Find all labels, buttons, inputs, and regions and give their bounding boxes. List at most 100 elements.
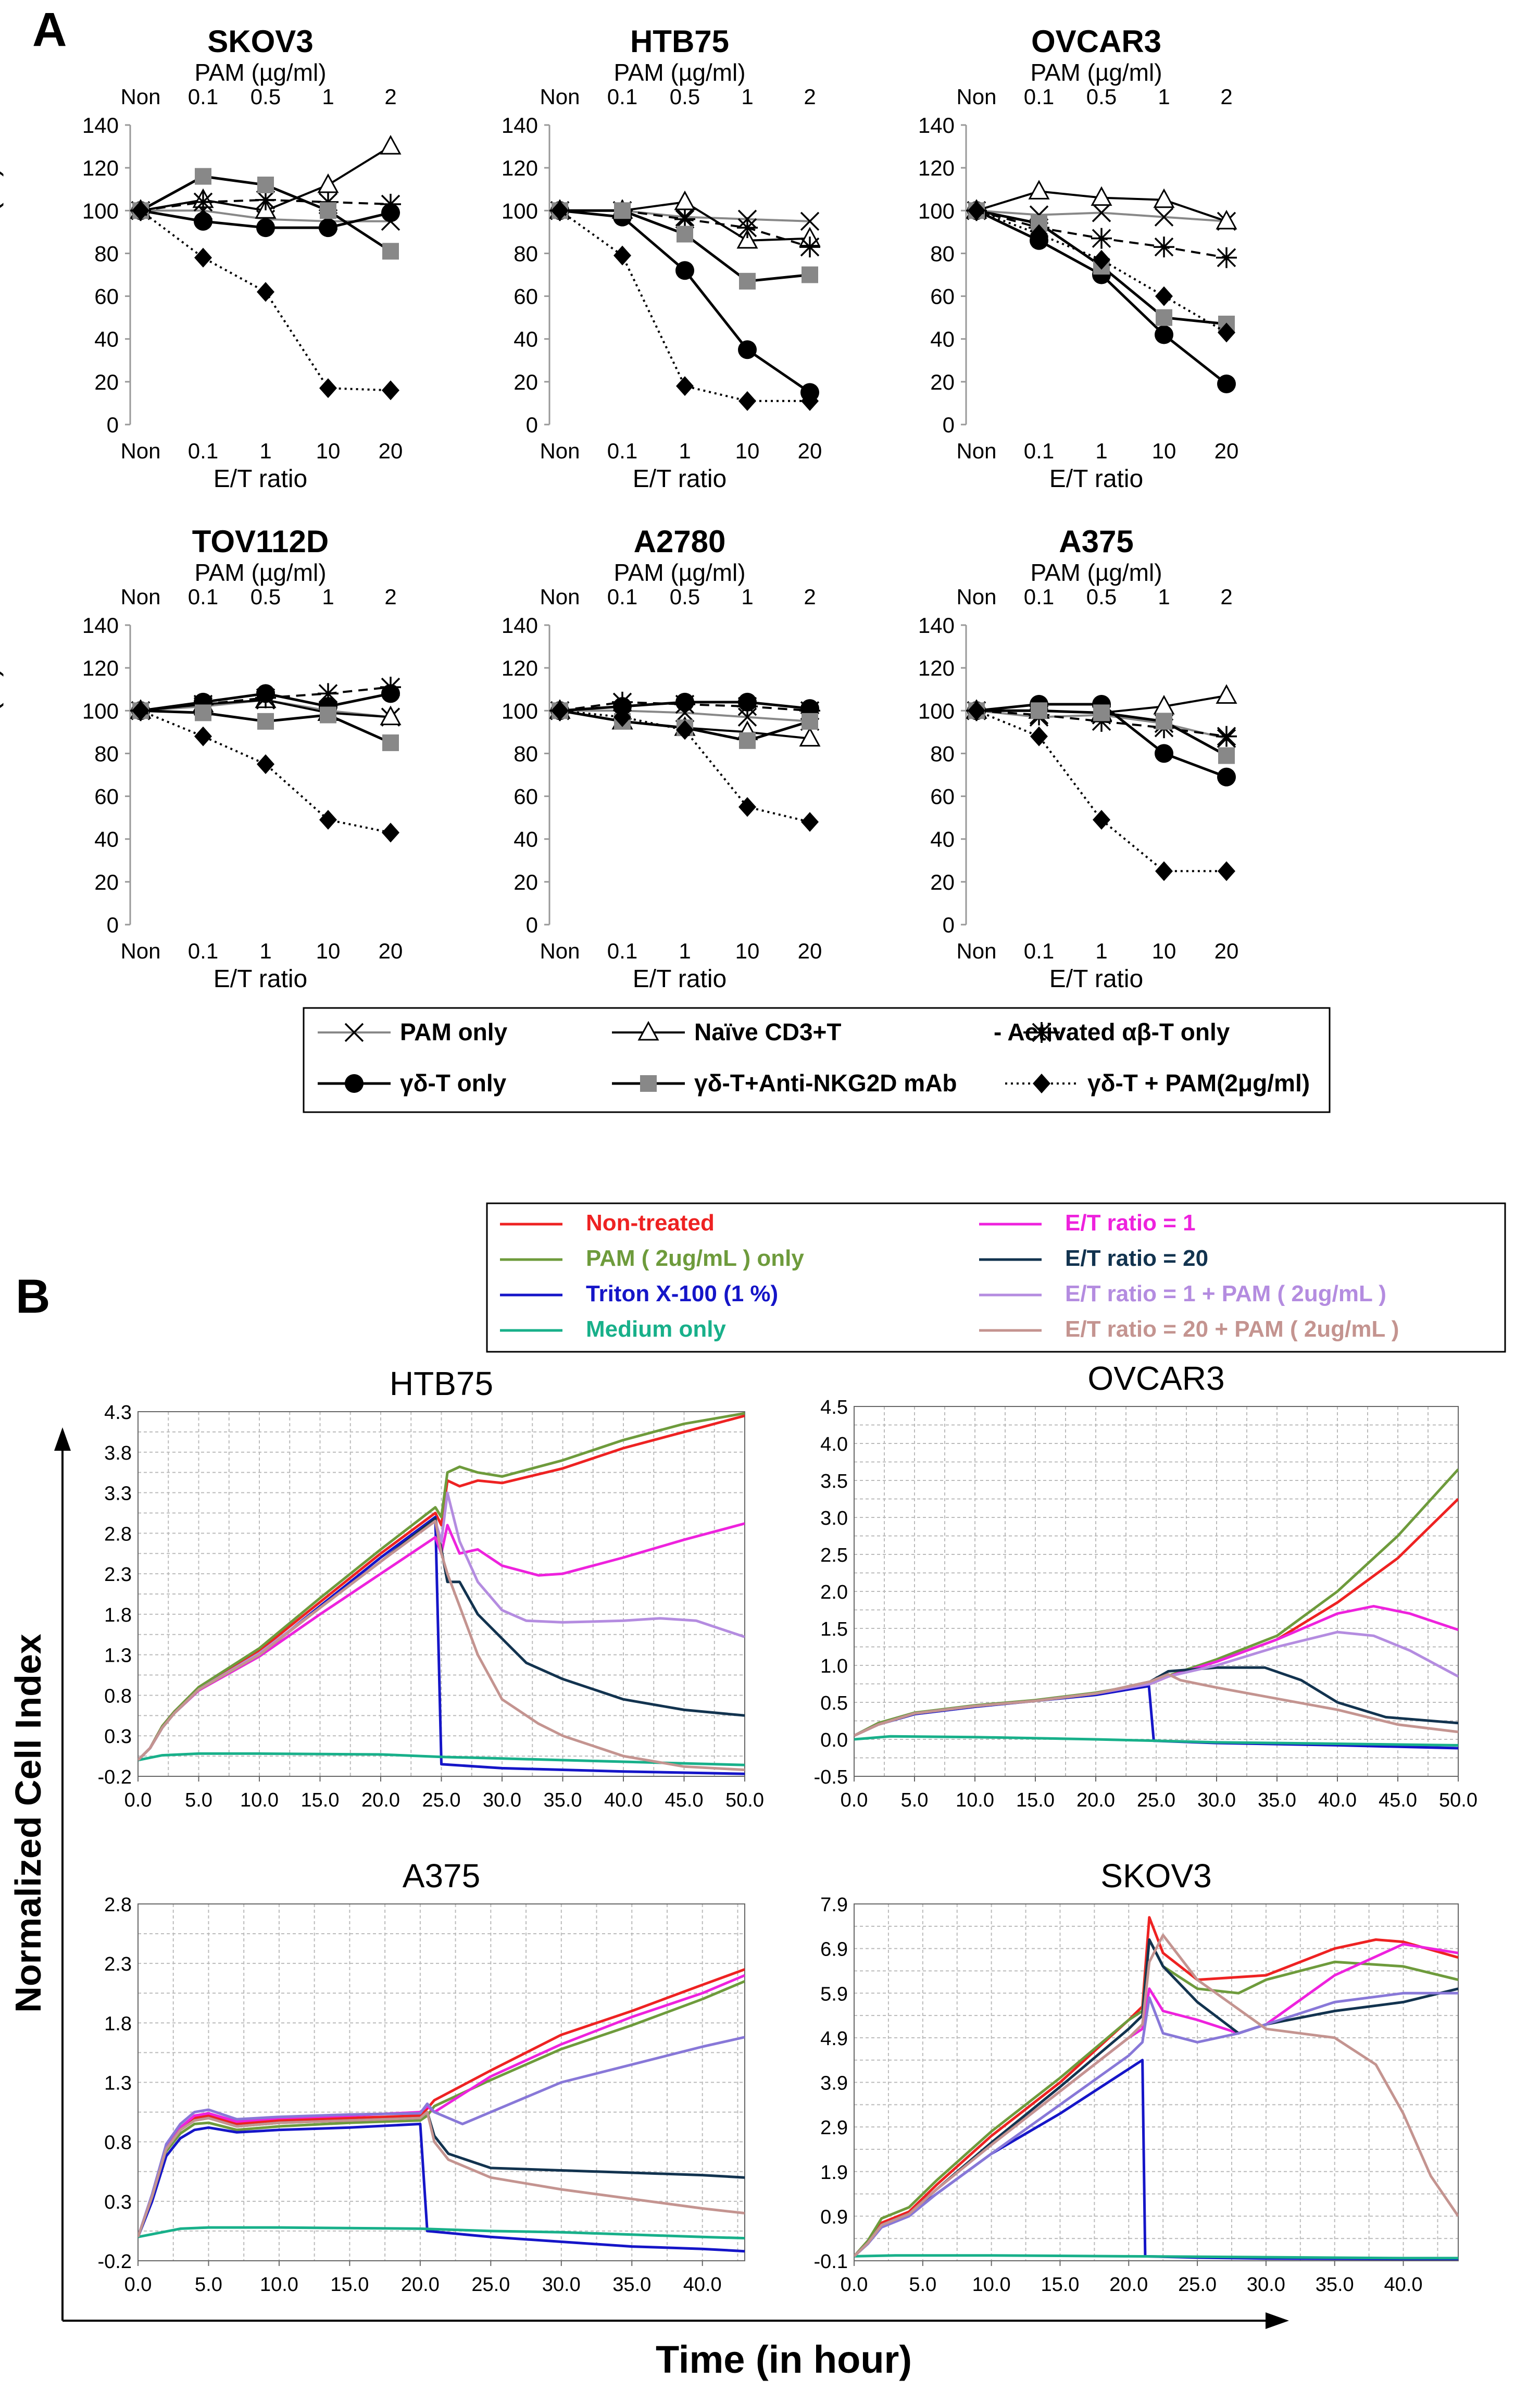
plot-frame <box>137 1903 745 2261</box>
y-tick-label: 140 <box>82 613 119 638</box>
x-tick-label: 0.0 <box>841 1789 868 1811</box>
chart-title: SKOV3 <box>1100 1857 1211 1895</box>
chart-title: SKOV3 <box>207 24 313 59</box>
y-tick-label: 6.9 <box>820 1939 848 1961</box>
data-point <box>319 218 337 238</box>
y-tick-label: 2.9 <box>820 2117 848 2139</box>
x-tick-label: 15.0 <box>330 2274 369 2296</box>
data-point <box>1093 704 1110 721</box>
y-tick-label: 2.3 <box>104 1953 132 1975</box>
y-tick-label: 4.3 <box>104 1402 132 1424</box>
series-group <box>138 1968 745 2253</box>
data-point <box>800 211 820 231</box>
x-tick-label: Non <box>540 939 580 963</box>
data-point <box>1030 224 1048 244</box>
data-point <box>614 202 631 219</box>
top-tick-label: 1 <box>741 584 753 609</box>
legend-a-item: Naïve CD3+T <box>612 1018 842 1045</box>
y-tick-label: 0.8 <box>104 1685 132 1707</box>
y-tick-label: 120 <box>82 656 119 680</box>
top-tick-label: 0.5 <box>1086 584 1117 609</box>
data-point <box>382 734 399 751</box>
data-point <box>257 177 274 193</box>
x-axis-label: E/T ratio <box>1049 465 1144 493</box>
legend-label: Naïve CD3+T <box>694 1018 842 1045</box>
legend-a-item: γδ-T+Anti-NKG2D mAb <box>612 1069 957 1097</box>
data-point <box>551 201 569 221</box>
y-tick-label: 140 <box>502 613 538 638</box>
panel-label-b: B <box>16 1270 50 1323</box>
series-line <box>976 209 1228 334</box>
x-tick-label: 20.0 <box>401 2274 440 2296</box>
y-tick-label: 60 <box>930 284 955 309</box>
data-point <box>319 810 337 830</box>
x-tick-label: 20 <box>1215 439 1239 463</box>
data-point <box>802 266 818 283</box>
y-tick-label: 60 <box>930 784 955 809</box>
y-tick-label: 1.0 <box>820 1655 848 1677</box>
series-line <box>854 1991 1458 2258</box>
legend-b-item: E/T ratio = 1 + PAM ( 2ug/mL ) <box>979 1281 1386 1306</box>
x-tick-label: 10 <box>1152 939 1176 963</box>
data-point <box>968 201 985 221</box>
chart-title: HTB75 <box>630 24 729 59</box>
legend-a-item: PAM only <box>318 1018 508 1045</box>
data-point <box>676 376 694 396</box>
top-tick-label: Non <box>956 584 996 609</box>
legend-b-item: PAM ( 2ug/mL ) only <box>500 1246 804 1271</box>
y-tick-label: 0.9 <box>820 2206 848 2228</box>
data-point <box>256 218 275 238</box>
y-tick-label: 1.9 <box>820 2162 848 2184</box>
y-tick-label: 2.8 <box>104 1894 132 1916</box>
series-line <box>854 1673 1458 1737</box>
top-axis-label: PAM (µg/ml) <box>1030 59 1162 86</box>
y-tick-label: 140 <box>918 113 955 138</box>
x-tick-label: 10.0 <box>972 2274 1011 2296</box>
y-tick-label: 80 <box>514 241 538 266</box>
top-tick-label: 0.1 <box>1024 84 1054 109</box>
data-point <box>1030 726 1048 746</box>
y-tick-label: 4.0 <box>820 1434 848 1455</box>
legend-label: Non-treated <box>586 1210 715 1236</box>
data-point <box>320 706 336 724</box>
data-point <box>1155 325 1173 344</box>
x-tick-label: 10.0 <box>956 1789 994 1811</box>
data-point <box>676 720 694 740</box>
x-tick-label: 45.0 <box>665 1789 704 1811</box>
legend-label: PAM ( 2ug/mL ) only <box>586 1246 804 1271</box>
y-tick-label: 20 <box>930 870 955 894</box>
data-point <box>195 704 211 721</box>
data-point <box>1028 180 1050 200</box>
x-tick-label: 0.1 <box>188 939 218 963</box>
y-tick-label: 3.5 <box>820 1471 848 1492</box>
chart-title: OVCAR3 <box>1087 1360 1224 1397</box>
x-tick-label: 20 <box>379 439 403 463</box>
y-tick-label: -0.1 <box>814 2251 848 2273</box>
legend-marker <box>345 1074 364 1093</box>
data-point <box>1155 744 1173 763</box>
x-tick-label: 20 <box>798 439 822 463</box>
y-tick-label: 20 <box>94 370 119 394</box>
data-point <box>613 697 632 716</box>
legend-b-item: Non-treated <box>500 1210 715 1236</box>
x-axis-label: E/T ratio <box>633 965 727 993</box>
y-arrow-icon <box>54 1427 71 1451</box>
y-tick-label: 120 <box>82 156 119 180</box>
x-tick-label: 20.0 <box>361 1789 400 1811</box>
series-line <box>140 709 391 834</box>
y-tick-label: 100 <box>502 198 538 223</box>
x-tick-label: 0.0 <box>841 2274 868 2296</box>
y-tick-label: 140 <box>502 113 538 138</box>
x-tick-label: 10 <box>316 439 341 463</box>
shared-y-label: Normalized Cell Index <box>8 1634 48 2012</box>
data-point <box>614 245 631 266</box>
y-tick-label: 100 <box>82 699 119 723</box>
legend-b: Non-treated PAM ( 2ug/mL ) only Triton X-1… <box>486 1202 1506 1353</box>
data-point <box>739 272 756 290</box>
chart-title: TOV112D <box>192 524 329 559</box>
legend-marker <box>1033 1074 1050 1093</box>
